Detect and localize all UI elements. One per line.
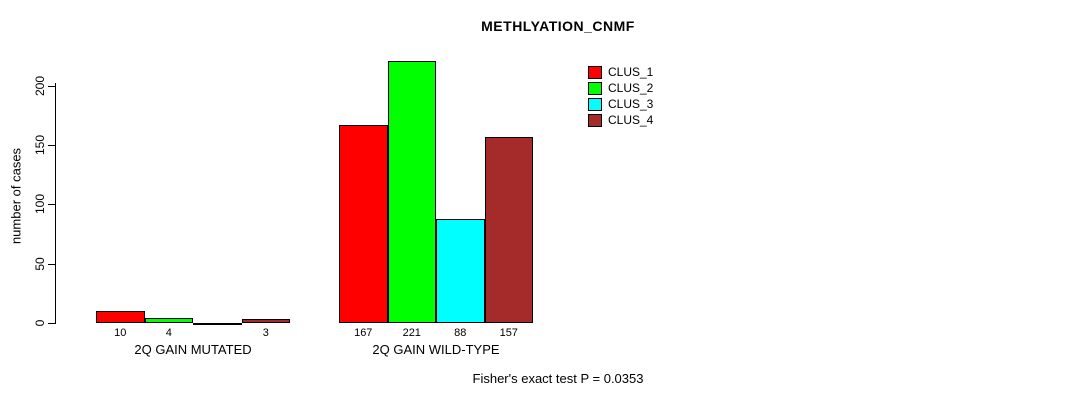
y-tick-label: 50 [33, 257, 47, 271]
y-tick-mark [48, 264, 55, 265]
legend-swatch-icon [588, 97, 602, 111]
bar-value-label: 3 [262, 327, 269, 339]
y-tick-mark [48, 204, 55, 205]
legend-entry-clus_2: CLUS_2 [588, 80, 653, 96]
y-tick-label: 200 [33, 75, 47, 97]
bar-clus_3 [193, 323, 242, 325]
chart-title: METHLYATION_CNMF [481, 18, 635, 34]
legend-swatch-icon [588, 65, 602, 79]
y-tick-label: 0 [33, 319, 47, 327]
bar-value-label: 88 [454, 327, 467, 339]
y-axis-line [55, 83, 56, 324]
bar-clus_4 [484, 137, 533, 323]
legend-label: CLUS_2 [608, 81, 654, 95]
y-tick-label: 150 [33, 134, 47, 156]
bar-clus_2 [387, 61, 436, 323]
y-tick-mark [48, 323, 55, 324]
legend-swatch-icon [588, 113, 602, 127]
legend-entry-clus_1: CLUS_1 [588, 64, 653, 80]
bar-clus_3 [436, 219, 485, 323]
x-group-label: 2Q GAIN WILD-TYPE [372, 342, 500, 357]
bar-value-label: 221 [402, 327, 421, 339]
bar-clus_2 [144, 318, 193, 323]
legend: CLUS_1 CLUS_2 CLUS_3 CLUS_4 [588, 64, 653, 128]
legend-label: CLUS_3 [608, 97, 654, 111]
bar-clus_1 [339, 125, 388, 323]
legend-label: CLUS_4 [608, 113, 654, 127]
bar-value-label: 157 [499, 327, 518, 339]
bar-clus_1 [96, 311, 145, 323]
legend-swatch-icon [588, 81, 602, 95]
y-axis-label: number of cases [8, 147, 24, 245]
bar-value-label: 10 [114, 327, 127, 339]
bar-value-label: 4 [165, 327, 172, 339]
bar-value-label: 167 [354, 327, 373, 339]
x-group-label: 2Q GAIN MUTATED [134, 342, 252, 357]
stat-annotation: Fisher's exact test P = 0.0353 [472, 371, 644, 386]
y-tick-label: 100 [33, 193, 47, 215]
legend-entry-clus_3: CLUS_3 [588, 96, 653, 112]
legend-entry-clus_4: CLUS_4 [588, 112, 653, 128]
bar-clus_4 [241, 319, 290, 323]
y-tick-mark [48, 145, 55, 146]
y-tick-mark [48, 86, 55, 87]
legend-label: CLUS_1 [608, 65, 654, 79]
